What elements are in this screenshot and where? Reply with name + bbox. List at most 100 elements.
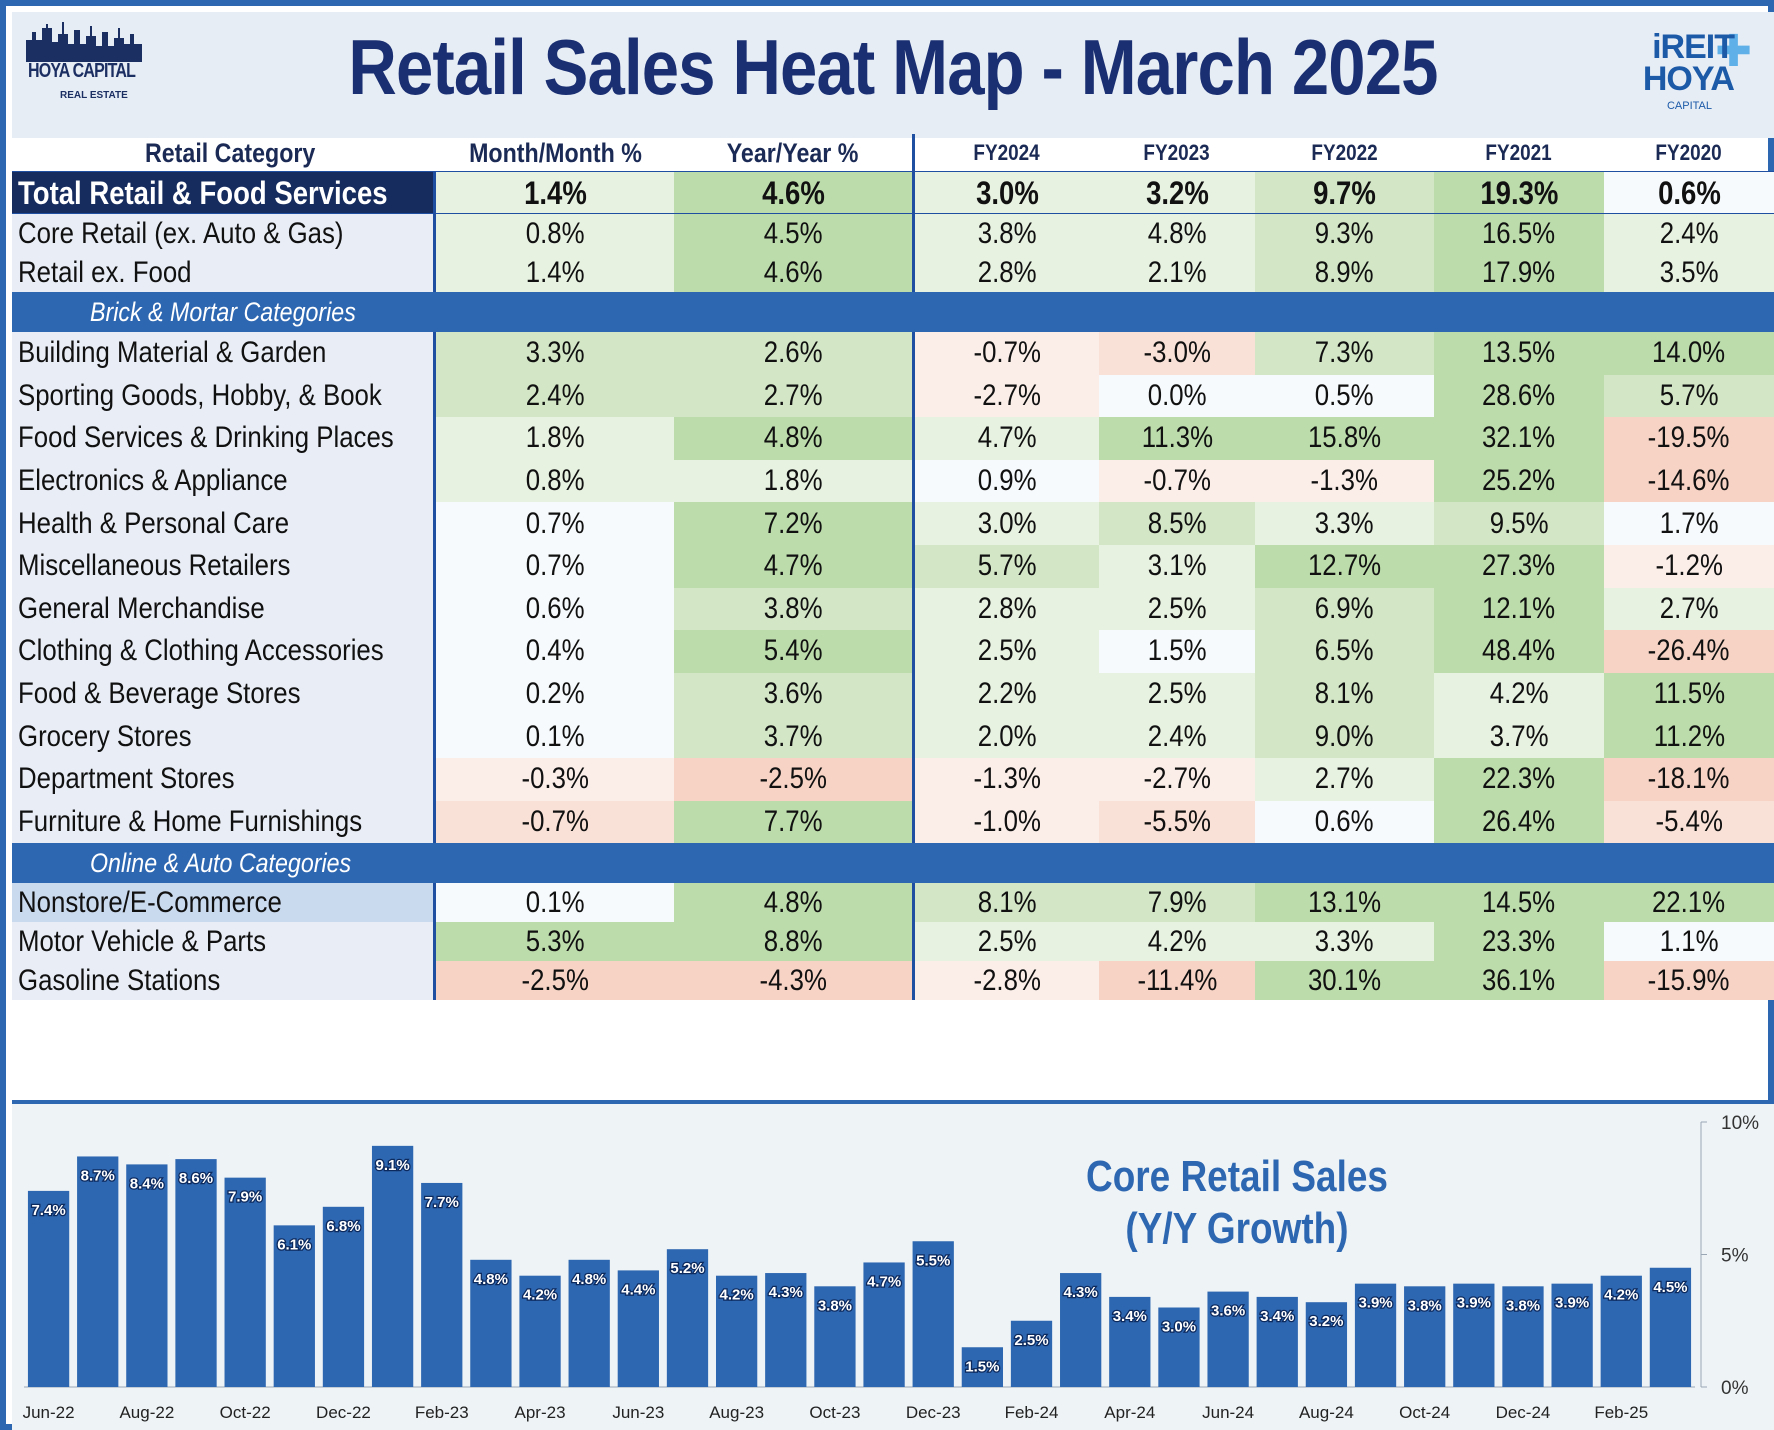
value-cell: 2.5% [915,630,1099,673]
value-cell: 2.7% [1255,758,1434,801]
data-label: 6.1% [277,1236,311,1253]
value-cell: 4.5% [674,214,915,253]
value-cell: 2.7% [1604,587,1774,631]
bar [863,1262,905,1387]
value-cell: 9.0% [1255,715,1434,758]
value-cell: 3.3% [1255,922,1434,962]
value-text: 3.0% [975,174,1039,211]
value-text: 0.6% [525,591,585,625]
data-label: 4.3% [769,1284,803,1301]
value-text: 5.4% [763,634,823,668]
value-text: 1.8% [763,464,823,498]
bar [1404,1286,1446,1387]
category-label: Nonstore/E-Commerce [12,883,436,923]
data-label: 7.9% [228,1189,262,1206]
table-row: Nonstore/E-Commerce 0.1% 4.8% 8.1% 7.9% 13.1%… [12,883,1774,923]
value-text: 3.7% [1489,719,1549,753]
logo-right-line2: HOYA [1642,60,1735,98]
value-cell: 0.8% [436,459,674,503]
value-text: -1.3% [973,762,1041,796]
value-cell: -14.6% [1604,459,1774,503]
value-cell: 5.7% [915,545,1099,588]
value-text: 0.6% [1315,804,1374,838]
value-cell: 9.5% [1434,502,1604,545]
bar [1453,1283,1495,1387]
value-cell: -3.0% [1099,332,1255,375]
value-cell: 22.1% [1604,883,1774,923]
table-row: Gasoline Stations -2.5% -4.3% -2.8% -11.4% 30… [12,961,1774,1001]
value-cell: -2.7% [1099,758,1255,801]
value-cell: 2.8% [915,253,1099,292]
data-label: 8.7% [81,1167,115,1184]
value-text: 1.7% [1659,506,1719,540]
value-cell: 6.9% [1255,587,1434,631]
value-text: 36.1% [1482,963,1556,997]
value-text: -1.2% [1655,549,1723,583]
x-tick-label: Oct-22 [220,1403,271,1422]
category-text: Grocery Stores [18,719,192,753]
x-tick-label: Oct-24 [1399,1403,1450,1422]
x-tick-label: Jun-23 [612,1403,664,1422]
value-text: 4.7% [763,549,823,583]
value-text: 23.3% [1482,924,1556,958]
value-text: -14.6% [1648,464,1730,498]
value-cell: 0.5% [1255,374,1434,418]
chart-canvas: 10% 5% 0% 7.4% 8.7% 8.4% 8.6% 7.9% 6.1% 6.8% 9.1% 7… [23,1113,1760,1422]
bar [961,1347,1004,1387]
value-text: 2.5% [1147,591,1207,625]
value-cell: 1.4% [436,253,674,292]
data-label: 3.8% [1506,1297,1540,1314]
value-text: 4.7% [977,421,1037,455]
bar [77,1156,119,1387]
data-label: 7.4% [31,1202,65,1219]
value-text: 1.4% [525,255,585,289]
bar [1109,1296,1151,1387]
x-tick-label: Aug-23 [709,1403,764,1422]
value-cell: 0.7% [436,502,674,545]
value-cell: 0.6% [436,587,674,631]
value-cell: 15.8% [1255,417,1434,460]
value-text: 3.0% [977,506,1037,540]
value-text: 9.5% [1489,506,1549,540]
value-text: 0.5% [1315,378,1374,412]
data-label: 2.5% [1014,1332,1048,1349]
bar [1551,1283,1593,1387]
value-cell: 4.8% [1099,214,1255,253]
bar [1649,1267,1692,1387]
value-cell: -5.5% [1099,800,1255,844]
category-text: Brick & Mortar Categories [90,296,356,327]
value-text: 2.6% [763,336,823,370]
value-cell: -1.3% [1255,459,1434,503]
bar [1010,1320,1053,1387]
value-text: 4.5% [763,216,823,250]
value-cell: 2.4% [1604,214,1774,253]
value-text: 2.4% [1659,216,1719,250]
value-cell: 14.5% [1434,883,1604,923]
table-row: Health & Personal Care 0.7% 7.2% 3.0% 8.5% 3.… [12,502,1774,545]
value-cell: 2.5% [915,922,1099,962]
value-text: 4.8% [763,421,823,455]
value-text: 3.3% [1315,924,1374,958]
category-text: Nonstore/E-Commerce [18,885,282,919]
category-text: Gasoline Stations [18,963,221,997]
table-row: General Merchandise 0.6% 3.8% 2.8% 2.5% 6.9% 1… [12,587,1774,631]
data-label: 4.2% [1604,1287,1638,1304]
category-text: Total Retail & Food Services [18,174,388,211]
value-text: FY2023 [1143,140,1211,165]
value-text: 8.1% [1315,677,1374,711]
skyline-icon [26,22,142,62]
value-cell: 8.1% [1255,672,1434,716]
value-cell: 2.1% [1099,253,1255,292]
value-text: 22.3% [1482,762,1556,796]
value-text: -18.1% [1648,762,1730,796]
data-label: 3.2% [1309,1313,1343,1330]
data-label: 8.4% [130,1175,164,1192]
logo-left-sub: REAL ESTATE [60,90,128,101]
value-text: 2.5% [977,634,1037,668]
value-text: 19.3% [1479,174,1559,211]
value-cell: -0.7% [436,800,674,844]
category-text: Electronics & Appliance [18,464,288,498]
value-cell: 1.7% [1604,502,1774,545]
x-tick-label: Apr-23 [515,1403,566,1422]
value-text: 0.8% [525,464,585,498]
